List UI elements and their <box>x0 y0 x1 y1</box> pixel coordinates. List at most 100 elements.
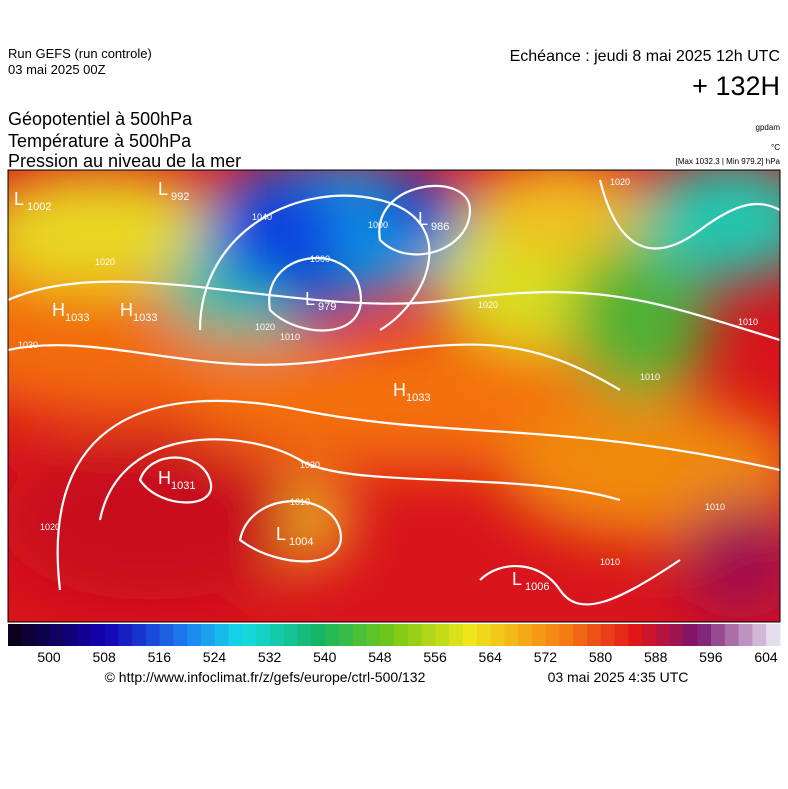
colorbar-swatch <box>297 624 312 646</box>
colorbar-swatch <box>711 624 726 646</box>
colorbar-swatch <box>614 624 629 646</box>
colorbar-swatch <box>504 624 519 646</box>
unit-label: gpdam <box>756 123 781 132</box>
colorbar-swatch <box>642 624 657 646</box>
colorbar-tick-label: 532 <box>258 649 282 665</box>
lead-time: + 132H <box>692 71 780 101</box>
colorbar-tick-label: 500 <box>37 649 61 665</box>
colorbar-tick-label: 556 <box>423 649 447 665</box>
colorbar-swatch <box>21 624 37 646</box>
colorbar-tick-label: 580 <box>589 649 613 665</box>
colorbar-swatch <box>311 624 326 646</box>
colorbar-tick-label: 564 <box>479 649 503 665</box>
colorbar-swatch <box>545 624 560 646</box>
center-kind: H <box>52 300 65 320</box>
colorbar-swatch <box>683 624 698 646</box>
colorbar-swatch <box>49 624 64 646</box>
colorbar-tick-label: 540 <box>313 649 337 665</box>
colorbar-tick-label: 604 <box>754 649 778 665</box>
colorbar-swatch <box>338 624 354 646</box>
colorbar-swatch <box>90 624 105 646</box>
isobar-labels: 1020 1030 1040 1020 1010 1000 1000 1020 1010 1020… <box>18 177 758 567</box>
center-kind: L <box>305 289 315 309</box>
isobar-label: 1010 <box>600 557 620 567</box>
map-frame <box>7 169 781 623</box>
center-kind: H <box>393 380 406 400</box>
isobar-label: 1020 <box>95 257 115 267</box>
colorbar-swatch <box>587 624 602 646</box>
center-value: 1002 <box>27 201 51 213</box>
colorbar-swatch <box>724 624 740 646</box>
colorbar-swatch <box>8 624 23 646</box>
colorbar-swatch <box>256 624 271 646</box>
colorbar-swatch <box>242 624 257 646</box>
isobar-label: 1010 <box>280 332 300 342</box>
colorbar-swatch <box>449 624 464 646</box>
center-kind: L <box>418 209 428 229</box>
colorbar-swatch <box>766 624 781 646</box>
colorbar-swatch <box>118 624 133 646</box>
colorbar-swatch <box>628 624 643 646</box>
colorbar-swatch <box>559 624 574 646</box>
valid-time: Echéance : jeudi 8 mai 2025 12h UTC <box>510 48 780 65</box>
center-kind: L <box>276 524 286 544</box>
colorbar-swatch <box>738 624 753 646</box>
title-line: Pression au niveau de la mer <box>8 151 241 171</box>
colorbar-swatch <box>366 624 381 646</box>
colorbar-swatch <box>531 624 547 646</box>
center-value: 1033 <box>406 392 430 404</box>
isobar-label: 1020 <box>300 460 320 470</box>
colorbar-swatch <box>462 624 478 646</box>
isobar-label: 1020 <box>478 300 498 310</box>
colorbar: 500 508 516 524 532 540 548 556 564 572 580 588 596 6… <box>8 624 781 665</box>
center-value: 1033 <box>65 312 89 324</box>
colorbar-swatch <box>697 624 712 646</box>
colorbar-swatch <box>283 624 298 646</box>
colorbar-swatch <box>407 624 423 646</box>
isobar-label: 1010 <box>738 317 758 327</box>
colorbar-swatch <box>380 624 395 646</box>
colorbar-swatch <box>600 624 616 646</box>
colorbar-swatch <box>63 624 78 646</box>
colorbar-tick-label: 524 <box>203 649 227 665</box>
title-line: Géopotentiel à 500hPa <box>8 109 193 129</box>
center-value: 992 <box>171 191 189 203</box>
colorbar-swatch <box>421 624 436 646</box>
isobar-label: 1020 <box>40 522 60 532</box>
colorbar-swatch <box>573 624 588 646</box>
center-kind: H <box>120 300 133 320</box>
center-kind: H <box>158 468 171 488</box>
isobar-label: 1030 <box>18 340 38 350</box>
center-value: 1033 <box>133 312 157 324</box>
issued-time: 03 mai 2025 4:35 UTC <box>548 669 689 685</box>
colorbar-tick-label: 572 <box>534 649 558 665</box>
colorbar-swatch <box>76 624 92 646</box>
colorbar-swatch <box>214 624 230 646</box>
colorbar-swatch <box>352 624 367 646</box>
colorbar-swatch <box>159 624 174 646</box>
colorbar-swatch <box>132 624 147 646</box>
source-url: © http://www.infoclimat.fr/z/gefs/europe… <box>105 669 426 685</box>
center-kind: L <box>512 569 522 589</box>
center-kind: L <box>14 189 24 209</box>
colorbar-swatch <box>518 624 533 646</box>
unit-label: [Max 1032.3 | Min 979.2] hPa <box>676 157 781 166</box>
isobar-label: 1020 <box>255 322 275 332</box>
colorbar-swatch <box>145 624 161 646</box>
colorbar-swatch <box>435 624 450 646</box>
title-line: Température à 500hPa <box>8 131 192 151</box>
colorbar-swatch <box>201 624 216 646</box>
colorbar-swatch <box>228 624 243 646</box>
center-value: 986 <box>431 221 449 233</box>
colorbar-tick-label: 548 <box>368 649 392 665</box>
colorbar-tick-label: 508 <box>92 649 116 665</box>
isobar-label: 1010 <box>640 372 660 382</box>
colorbar-tick-label: 588 <box>644 649 668 665</box>
isobar-label: 1010 <box>290 497 310 507</box>
isobar-label: 1010 <box>705 502 725 512</box>
colorbar-tick-label: 516 <box>148 649 172 665</box>
center-value: 1006 <box>525 581 549 593</box>
isobar-label: 1000 <box>368 220 388 230</box>
